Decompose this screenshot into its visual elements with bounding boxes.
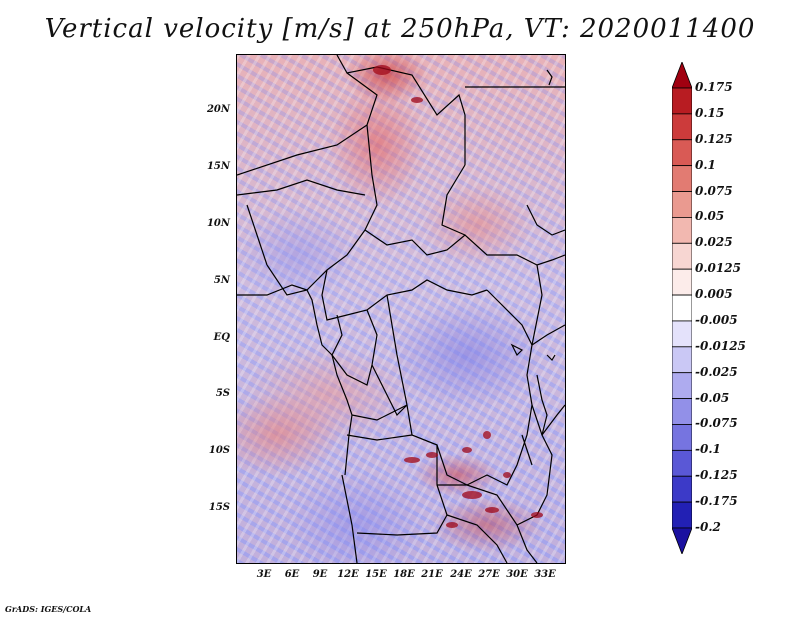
lat-label-eq: EQ: [213, 332, 230, 343]
colorbar-segment: [672, 294, 692, 322]
colorbar-level-label: 0.0125: [695, 261, 741, 276]
colorbar-cap-top: [672, 62, 692, 89]
colorbar-level-label: -0.2: [695, 520, 721, 534]
colorbar-segment: [672, 165, 692, 192]
colorbar-level-label: 0.075: [695, 183, 733, 198]
lat-label-10n: 10N: [206, 218, 230, 229]
colorbar-segment: [672, 475, 692, 503]
colorbar-level-label: 0.005: [695, 287, 733, 302]
colorbar-segment: [672, 242, 692, 270]
lon-label-15e: 15E: [365, 569, 387, 580]
colorbar-level-label: -0.05: [695, 390, 730, 405]
lon-label-27e: 27E: [478, 569, 500, 580]
lat-label-15n: 15N: [206, 161, 230, 172]
colorbar-segment: [672, 87, 692, 115]
lat-label-5n: 5N: [213, 275, 230, 286]
lat-label-10s: 10S: [208, 445, 230, 456]
colorbar-segment: [672, 113, 692, 141]
lon-label-30e: 30E: [506, 569, 528, 580]
chart-title: Vertical velocity [m/s] at 250hPa, VT: 2…: [44, 14, 756, 44]
colorbar-level-label: -0.025: [695, 364, 738, 379]
colorbar: [672, 62, 692, 554]
colorbar-segment: [672, 268, 692, 296]
lat-label-15s: 15S: [208, 502, 230, 513]
colorbar-segment: [672, 191, 692, 218]
lon-label-3e: 3E: [256, 569, 272, 580]
colorbar-segment: [672, 501, 692, 529]
colorbar-level-label: 0.175: [695, 80, 733, 94]
colorbar-level-label: 0.025: [695, 235, 733, 250]
lon-label-9e: 9E: [312, 569, 328, 580]
colorbar-level-label: -0.0125: [695, 338, 746, 353]
colorbar-segment: [672, 139, 692, 167]
colorbar-level-label: -0.125: [695, 468, 738, 483]
colorbar-level-label: -0.005: [695, 312, 738, 327]
lat-label-20n: 20N: [206, 104, 230, 115]
lon-label-33e: 33E: [534, 569, 556, 580]
colorbar-level-label: 0.125: [695, 131, 733, 146]
lat-label-5s: 5S: [215, 388, 230, 399]
lon-label-21e: 21E: [421, 569, 443, 580]
colorbar-segment: [672, 424, 692, 451]
colorbar-level-label: -0.1: [695, 442, 721, 457]
colorbar-level-label: 0.05: [695, 209, 725, 224]
colorbar-segment: [672, 320, 692, 348]
colorbar-segment: [672, 398, 692, 425]
colorbar-level-label: -0.075: [695, 416, 738, 431]
grads-credit: GrADS: IGES/COLA: [5, 604, 92, 614]
colorbar-segment: [672, 217, 692, 244]
colorbar-level-label: 0.15: [695, 105, 725, 120]
colorbar-level-label: -0.175: [695, 494, 738, 509]
lon-label-12e: 12E: [337, 569, 359, 580]
lon-label-18e: 18E: [393, 569, 415, 580]
colorbar-segment: [672, 449, 692, 477]
country-borders: [237, 55, 565, 563]
colorbar-segment: [672, 346, 692, 374]
lon-label-6e: 6E: [284, 569, 300, 580]
colorbar-segment: [672, 372, 692, 399]
colorbar-cap-bottom: [672, 527, 692, 554]
lon-label-24e: 24E: [450, 569, 472, 580]
map-plot: [236, 54, 566, 564]
colorbar-level-label: 0.1: [695, 157, 716, 172]
